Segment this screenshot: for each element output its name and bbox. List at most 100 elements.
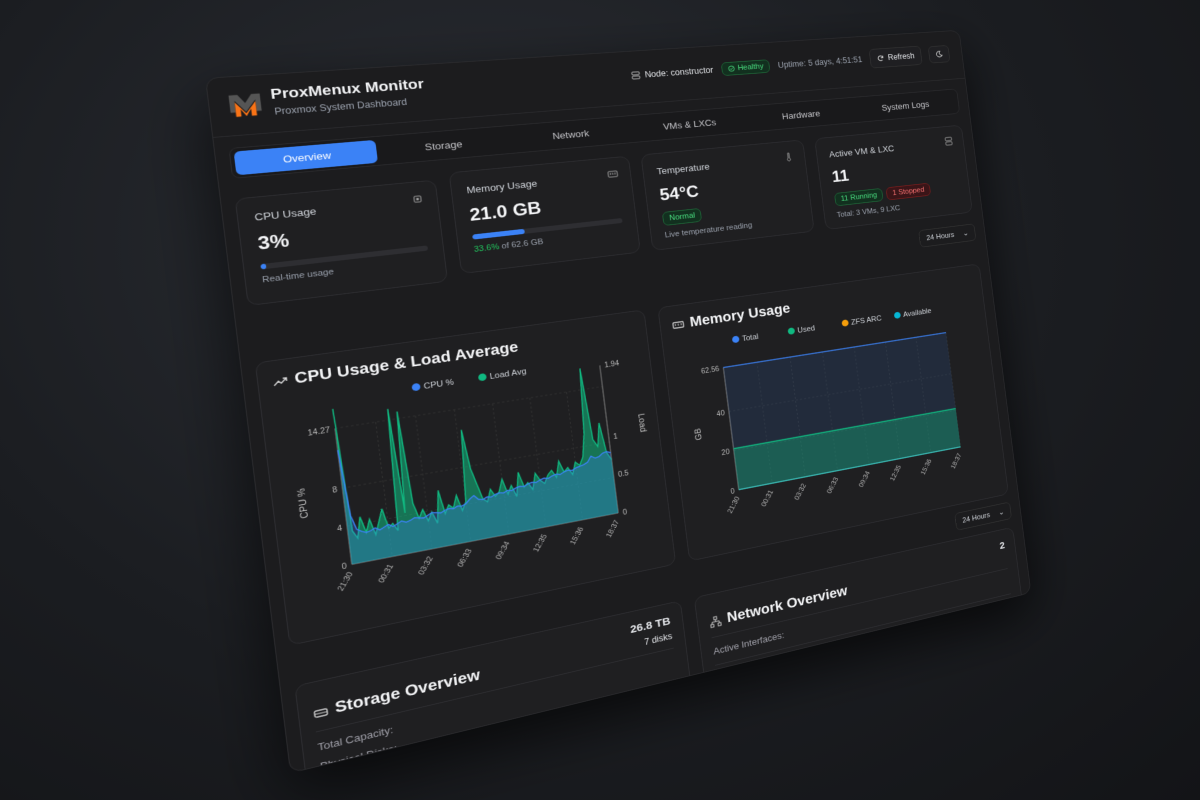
y-axis-label: CPU % <box>295 487 311 519</box>
health-text: Healthy <box>737 62 765 73</box>
check-circle-icon <box>728 65 736 72</box>
x-tick-label: 15:36 <box>919 458 933 476</box>
y2-axis-label: Load <box>636 413 649 433</box>
legend-marker <box>787 327 796 335</box>
y-tick-label: 0 <box>341 561 347 571</box>
node-info: Node: constructor <box>631 65 714 80</box>
network-overview-card: Network Overview 2 Active Interfaces: <box>693 526 1030 736</box>
refresh-button[interactable]: Refresh <box>868 45 923 69</box>
x-tick-label: 21:30 <box>726 495 742 514</box>
cpu-chart-card: CPU Usage & Load Average CPU % Load Avg 21… <box>254 309 677 646</box>
dashboard-window: ProxMenux Monitor Proxmox System Dashboa… <box>205 29 1032 774</box>
cpu-chart: CPU % Load Avg 21:30 00:31 03:32 06:33 09:34 12… <box>295 359 649 592</box>
x-tick-label: 12:35 <box>531 533 549 553</box>
memory-usage-card: Memory Usage 21.0 GB 33.6% of 62.6 GB <box>448 155 641 274</box>
legend-label: Total <box>742 333 759 344</box>
server-icon <box>631 71 641 80</box>
time-range-select[interactable]: 24 Hours ⌄ <box>918 223 977 248</box>
header: ProxMenux Monitor Proxmox System Dashboa… <box>206 30 965 138</box>
running-badge: 11 Running <box>834 187 884 207</box>
memory-chart-card: Memory Usage Total Used ZFS ARC Available 21… <box>657 263 1009 562</box>
active-interface-count: 2 <box>998 539 1006 552</box>
memory-chart: Total Used ZFS ARC Available 21:30 00:31 03:32… <box>693 307 998 514</box>
hard-drive-icon <box>313 704 329 720</box>
temperature-status-badge: Normal <box>661 207 703 226</box>
chevron-down-icon: ⌄ <box>998 508 1005 517</box>
legend-marker <box>893 311 901 319</box>
y-axis-label: GB <box>693 427 704 441</box>
memory-icon <box>607 169 619 180</box>
x-tick-label: 06:33 <box>455 547 473 568</box>
legend-label: Available <box>903 307 932 319</box>
legend-marker <box>411 382 421 392</box>
x-tick-label: 06:33 <box>825 476 840 495</box>
refresh-label: Refresh <box>887 51 916 63</box>
y2-tick-label: 0 <box>622 508 627 517</box>
x-tick-label: 12:35 <box>888 464 902 482</box>
tab-vms-lxcs[interactable]: VMs & LXCs <box>662 116 717 132</box>
tab-system-logs[interactable]: System Logs <box>880 98 930 113</box>
memory-usage-bar-fill <box>472 228 525 240</box>
time-range-value: 24 Hours <box>925 230 955 242</box>
tab-storage[interactable]: Storage <box>424 138 463 153</box>
network-time-range-select[interactable]: 24 Hours ⌄ <box>954 501 1012 531</box>
x-tick-label: 00:31 <box>376 563 395 584</box>
y-tick-label: 62.56 <box>701 365 720 376</box>
thermometer-icon <box>783 152 794 162</box>
y-tick-label: 8 <box>332 485 338 494</box>
y-tick-label: 0 <box>730 487 735 496</box>
tab-overview[interactable]: Overview <box>233 139 378 175</box>
x-tick-label: 18:37 <box>604 519 621 539</box>
node-label: Node: constructor <box>644 65 714 80</box>
x-tick-label: 09:34 <box>494 540 512 560</box>
x-tick-label: 18:37 <box>949 452 963 470</box>
trending-up-icon <box>272 374 288 388</box>
memory-icon <box>672 318 685 331</box>
proxmenux-logo-icon <box>228 93 262 117</box>
x-tick-label: 00:31 <box>759 489 774 508</box>
y-tick-label: 20 <box>721 448 730 457</box>
server-icon <box>944 136 954 146</box>
legend-label: ZFS ARC <box>851 314 882 327</box>
x-tick-label: 21:30 <box>335 571 355 592</box>
stopped-badge: 1 Stopped <box>885 182 931 201</box>
series-area-cpu- <box>337 406 619 565</box>
y2-tick-label: 1.94 <box>604 359 620 369</box>
y-tick-label: 14.27 <box>307 425 330 437</box>
cpu-usage-bar-fill <box>260 263 267 270</box>
temperature-label: Temperature <box>656 161 711 177</box>
legend-marker <box>841 319 849 327</box>
series-area-total <box>723 332 961 490</box>
active-vm-lxc-card: Active VM & LXC 11 11 Running 1 Stopped … <box>814 124 973 230</box>
x-tick-label: 03:32 <box>416 555 435 576</box>
x-tick-label: 09:34 <box>857 470 871 488</box>
refresh-icon <box>877 54 885 62</box>
y-tick-label: 40 <box>716 409 725 418</box>
legend-label: CPU % <box>423 378 455 392</box>
chevron-down-icon: ⌄ <box>962 229 970 238</box>
interface-badge[interactable] <box>716 664 751 685</box>
tab-hardware[interactable]: Hardware <box>781 108 821 122</box>
cpu-icon <box>411 193 424 204</box>
legend-label: Load Avg <box>489 367 527 381</box>
y2-tick-label: 0.5 <box>618 469 630 479</box>
grid-line <box>335 386 602 428</box>
tab-network[interactable]: Network <box>551 127 590 142</box>
legend-marker <box>477 373 487 382</box>
y2-tick-label: 1 <box>613 432 618 441</box>
y-tick-label: 4 <box>336 523 342 533</box>
cpu-usage-card: CPU Usage 3% Real-time usage <box>234 179 448 306</box>
legend-marker <box>731 335 740 344</box>
network-icon <box>709 614 722 628</box>
health-badge: Healthy <box>720 59 771 77</box>
legend-label: Used <box>797 324 815 335</box>
active-vm-lxc-label: Active VM & LXC <box>828 143 895 160</box>
moon-icon <box>935 50 943 57</box>
x-tick-label: 15:36 <box>568 526 585 546</box>
memory-total: of 62.6 GB <box>498 237 544 252</box>
network-time-range-value: 24 Hours <box>961 510 991 525</box>
x-tick-label: 03:32 <box>793 482 808 501</box>
theme-toggle-button[interactable] <box>927 44 951 64</box>
uptime: Uptime: 5 days, 4:51:51 <box>777 54 863 70</box>
memory-percent: 33.6% <box>473 242 500 255</box>
